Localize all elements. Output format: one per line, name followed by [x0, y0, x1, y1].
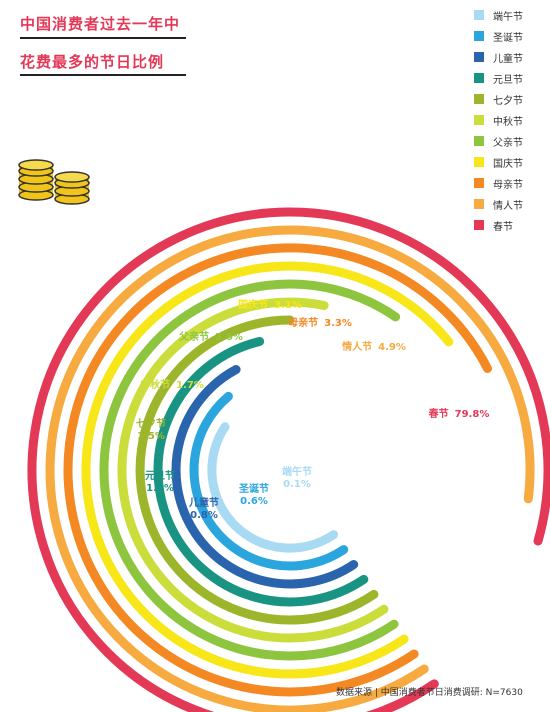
legend-label: 母亲节: [493, 179, 523, 191]
legend-item-6bcd4eb28282: 母亲节: [474, 176, 523, 191]
legend-item-60c54eba8282: 情人节: [474, 197, 523, 212]
label-category: 端午节: [282, 465, 312, 478]
legend-swatch: [474, 220, 484, 230]
label-value: 1.2%: [146, 483, 174, 494]
label-7aef53488282: 端午节 0.1%: [282, 465, 312, 490]
legend-item-57238bde8282: 圣诞节: [474, 29, 523, 44]
legend-item-4e2d79cb8282: 中秋节: [474, 113, 523, 128]
label-value: 79.8%: [455, 409, 490, 420]
label-66258282: 春节 79.8%: [429, 407, 490, 420]
arc-56fd5e868282: [81, 261, 454, 679]
legend-item-56fd5e868282: 国庆节: [474, 155, 523, 170]
legend-swatch: [474, 115, 484, 125]
arc-514365e68282: [153, 337, 369, 607]
arc-60c54eba8282: [45, 225, 535, 712]
legend-item-72364eb28282: 父亲节: [474, 134, 523, 149]
arc-4e0359158282: [135, 315, 379, 625]
legend-label: 儿童节: [493, 53, 523, 65]
coin-stack-icon: [18, 159, 90, 205]
legend-item-7aef53488282: 端午节: [474, 8, 523, 23]
legend-label: 元旦节: [493, 74, 523, 86]
legend-swatch: [474, 10, 484, 20]
legend-label: 端午节: [493, 11, 523, 23]
legend-swatch: [474, 73, 484, 83]
legend-label: 情人节: [493, 200, 523, 212]
label-60c54eba8282: 情人节 4.9%: [342, 340, 406, 353]
arc-513f7ae58282: [171, 365, 359, 589]
label-514365e68282: 元旦节 1.2%: [145, 469, 175, 494]
label-value: 3.3%: [324, 318, 352, 329]
legend-swatch: [474, 199, 484, 209]
arc-6bcd4eb28282: [63, 243, 492, 697]
legend-swatch: [474, 52, 484, 62]
legend-swatch: [474, 31, 484, 41]
chart-arcs: [27, 207, 550, 712]
label-category: 七夕节: [136, 417, 166, 430]
label-value: 1.7%: [176, 380, 204, 391]
label-value: 0.8%: [190, 510, 218, 521]
legend-label: 春节: [493, 221, 513, 233]
legend-label: 中秋节: [493, 116, 523, 128]
label-6bcd4eb28282: 母亲节 3.3%: [288, 316, 352, 329]
arc-72364eb28282: [99, 279, 401, 661]
label-value: 0.1%: [283, 479, 311, 490]
legend-item-4e0359158282: 七夕节: [474, 92, 523, 107]
label-category: 圣诞节: [239, 482, 269, 495]
label-513f7ae58282: 儿童节 0.8%: [188, 496, 219, 521]
legend-label: 七夕节: [493, 95, 523, 107]
arc-4e2d79cb8282: [117, 297, 389, 643]
label-category: 中秋节: [140, 378, 170, 391]
label-4e2d79cb8282: 中秋节 1.7%: [140, 378, 204, 391]
legend-item-66258282: 春节: [474, 218, 513, 233]
title-underline-2: [20, 74, 186, 76]
label-value: 4.9%: [378, 342, 406, 353]
label-72364eb28282: 父亲节 2.6%: [178, 330, 243, 343]
legend-swatch: [474, 157, 484, 167]
legend-swatch: [474, 94, 484, 104]
legend-label: 父亲节: [493, 137, 523, 149]
label-category: 父亲节: [178, 330, 209, 343]
label-value: 2.6%: [215, 332, 243, 343]
legend-swatch: [474, 136, 484, 146]
title-underline-1: [20, 37, 186, 39]
label-57238bde8282: 圣诞节 0.6%: [239, 482, 269, 507]
chart-value-labels: 端午节 0.1% 圣诞节 0.6% 儿童节 0.8% 元旦节 1.2% 七夕节 1.5% 中秋节 1.…: [136, 298, 489, 521]
legend-label: 国庆节: [493, 158, 523, 170]
legend-item-513f7ae58282: 儿童节: [474, 50, 523, 65]
label-category: 儿童节: [188, 496, 219, 509]
label-56fd5e868282: 国庆节 3.1%: [238, 298, 302, 311]
title-line-2: 花费最多的节日比例: [20, 53, 165, 71]
label-value: 1.5%: [137, 431, 165, 442]
title-line-1: 中国消费者过去一年中: [20, 15, 181, 33]
label-category: 母亲节: [288, 316, 318, 329]
legend-swatch: [474, 178, 484, 188]
label-value: 0.6%: [240, 496, 268, 507]
label-4e0359158282: 七夕节 1.5%: [136, 417, 166, 442]
label-value: 3.1%: [274, 300, 302, 311]
arc-7aef53488282: [207, 422, 339, 553]
label-category: 元旦节: [145, 469, 175, 482]
legend-item-514365e68282: 元旦节: [474, 71, 523, 86]
data-source: 数据来源 | 中国消费者节日消费调研: N=7630: [336, 688, 523, 698]
arc-57238bde8282: [189, 391, 349, 571]
label-category: 国庆节: [238, 298, 268, 311]
label-category: 春节: [429, 407, 449, 420]
label-category: 情人节: [342, 340, 372, 353]
legend-label: 圣诞节: [493, 32, 523, 44]
arc-66258282: [27, 207, 550, 712]
